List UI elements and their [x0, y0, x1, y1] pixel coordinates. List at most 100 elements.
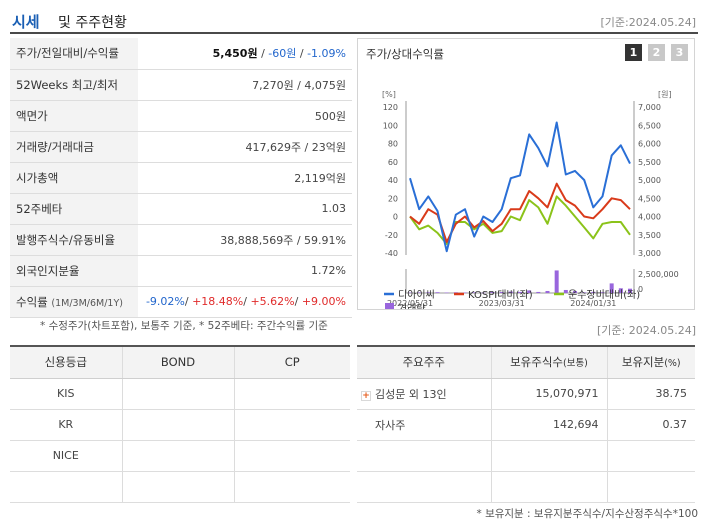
table-row: 액면가 500원 — [10, 100, 352, 132]
chart-page-3-button[interactable]: 3 — [671, 44, 688, 61]
volume-bar — [600, 292, 605, 293]
shareholder-name: 김성문 외 13인 — [375, 387, 447, 401]
table-cell: KIS — [10, 378, 122, 410]
separator: / — [296, 47, 308, 61]
volume-bar — [426, 292, 431, 293]
volume-bar — [582, 292, 587, 293]
table-row: 52주베타 1.03 — [10, 193, 352, 225]
y-right-tick-label: 7,000 — [638, 103, 661, 112]
shareholder-name — [357, 440, 491, 472]
x-tick-label: 2023/03/31 — [479, 299, 525, 308]
returns-label: 수익률 — [16, 294, 48, 309]
table-cell — [233, 409, 350, 441]
volume-bar — [518, 291, 522, 293]
shares-held: 142,694 — [490, 409, 607, 441]
returns-periods: (1M/3M/6M/1Y) — [51, 297, 123, 309]
volume-bar — [463, 292, 467, 294]
separator: / — [243, 295, 251, 308]
column-header: 보유지분(%) — [606, 346, 695, 379]
header-text: 보유주식수 — [510, 355, 563, 370]
table-row: 주가/전일대비/수익률 5,450원 / -60원 / -1.09% — [10, 38, 352, 70]
separator: / — [257, 47, 269, 61]
row-label: 52주베타 — [10, 193, 138, 225]
row-value: 7,270원 / 4,075원 — [138, 69, 352, 101]
chart-page-2-button[interactable]: 2 — [648, 44, 665, 61]
volume-bar — [499, 291, 504, 293]
y-left-tick-label: 20 — [388, 194, 398, 203]
y-left-tick-label: -20 — [385, 231, 398, 240]
volume-bar — [527, 290, 532, 293]
table-row: 발행주식수/유동비율 38,888,569주 / 59.91% — [10, 224, 352, 256]
footnote-ownership: * 보유지분 : 보유지분주식수/지수산정주식수*100 — [476, 508, 698, 520]
legend-label: 운수장비대비(좌) — [568, 289, 640, 301]
volume-bar — [453, 292, 458, 293]
table-row — [357, 440, 695, 472]
series-line-운수장비대비(좌) — [409, 195, 631, 245]
row-label: 외국인지분율 — [10, 255, 138, 287]
table-cell: KR — [10, 409, 122, 441]
section-subtitle: 및 주주현황 — [58, 15, 127, 31]
series-line-디아이씨 — [409, 121, 631, 253]
row-label: 주가/전일대비/수익률 — [10, 38, 138, 70]
expand-icon[interactable]: + — [361, 390, 371, 401]
table-row: 외국인지분율 1.72% — [10, 255, 352, 287]
row-label: 수익률 (1M/3M/6M/1Y) — [10, 286, 138, 318]
row-label: 시가총액 — [10, 162, 138, 194]
shares-held — [490, 440, 607, 472]
chart-page-1-button[interactable]: 1 — [625, 44, 642, 61]
table-row: 수익률 (1M/3M/6M/1Y) -9.02%/ +18.48%/ +5.62… — [10, 286, 352, 318]
section-header: 시세 및 주주현황 [기준:2024.05.24] — [10, 8, 698, 34]
right-axis-unit: [원] — [658, 90, 672, 99]
y-right-tick-label: 4,000 — [638, 213, 661, 222]
y-right-tick-label: 3,000 — [638, 249, 661, 258]
y-left-tick-label: 0 — [393, 213, 398, 222]
volume-bar — [481, 292, 486, 294]
y-right-tick-label: 4,500 — [638, 194, 661, 203]
row-value: -9.02%/ +18.48%/ +5.62%/ +9.00% — [138, 286, 352, 318]
header-text: 보유지분 — [621, 355, 665, 370]
column-header: BOND — [121, 346, 234, 379]
table-row: KR — [10, 409, 350, 441]
return-6m: +5.62% — [250, 295, 295, 308]
row-value: 5,450원 / -60원 / -1.09% — [138, 38, 352, 70]
chart-title: 주가/상대수익률 — [366, 47, 444, 61]
volume-bar — [545, 290, 550, 293]
table-cell — [233, 378, 350, 410]
shares-held: 15,070,971 — [490, 378, 607, 410]
row-value: 417,629주 / 23억원 — [138, 131, 352, 163]
ownership-pct — [606, 471, 695, 503]
y-right-tick-label: 6,000 — [638, 140, 661, 149]
current-price: 5,450원 — [212, 47, 258, 61]
table-cell — [10, 471, 122, 503]
legend-label: 거래량 — [398, 303, 426, 309]
column-header: 신용등급 — [10, 346, 122, 379]
chart-panel: 주가/상대수익률 1 2 3 [%] [원] 120 100 80 60 40 20 0 -20-… — [357, 38, 695, 310]
volume-bar — [609, 283, 614, 293]
volume-bar — [417, 292, 422, 293]
separator: / — [294, 295, 302, 308]
table-row: 시가총액 2,119억원 — [10, 162, 352, 194]
left-axis-unit: [%] — [382, 90, 396, 99]
footnote: * 수정주가(차트포함), 보통주 기준, * 52주베타: 주간수익률 기준 — [40, 320, 328, 332]
table-cell: NICE — [10, 440, 122, 472]
table-row — [357, 471, 695, 503]
row-label: 발행주식수/유동비율 — [10, 224, 138, 256]
volume-bar — [628, 288, 632, 293]
table-cell — [233, 440, 350, 472]
shareholder-name — [357, 471, 491, 503]
table-header-row: 주요주주 보유주식수(보통) 보유지분(%) — [357, 346, 695, 379]
header-sub: (%) — [664, 358, 681, 370]
base-date: [기준:2024.05.24] — [600, 16, 696, 29]
y-right-tick-label: 3,500 — [638, 231, 661, 240]
chart-pager: 1 2 3 — [625, 44, 688, 61]
header-sub: (보통) — [563, 358, 588, 370]
column-header: 주요주주 — [357, 346, 491, 379]
x-tick-label: 2024/01/31 — [570, 299, 616, 308]
price-change: -60원 — [268, 47, 297, 61]
y-left-tick-label: 120 — [383, 103, 398, 112]
legend-swatch — [385, 303, 394, 309]
volume-bar — [444, 292, 449, 294]
y-left-tick-label: 40 — [388, 176, 398, 185]
table-cell — [233, 471, 350, 503]
price-change-rate: -1.09% — [307, 47, 346, 61]
